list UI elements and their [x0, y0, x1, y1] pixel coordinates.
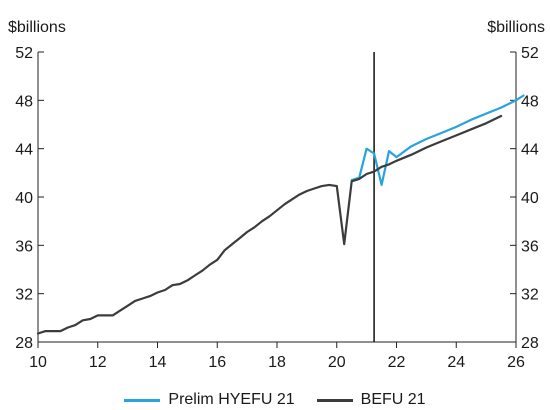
- y-tick-label-left: 36: [15, 238, 33, 255]
- axes: [37, 51, 517, 348]
- legend-swatch-befu: [316, 398, 353, 402]
- legend-swatch-prelim: [124, 398, 161, 402]
- series-layer: [36, 94, 525, 335]
- legend-label-prelim: Prelim HYEFU 21: [168, 391, 295, 408]
- legend: Prelim HYEFU 21 BEFU 21: [0, 390, 550, 410]
- y-tick-label-right: 40: [521, 190, 539, 207]
- y-tick-label-left: 52: [15, 45, 33, 62]
- series-line-prelim-hyefu-21: [350, 94, 525, 186]
- x-tick-label: 22: [388, 354, 406, 371]
- x-tick-label: 12: [89, 354, 107, 371]
- y-tick-label-left: 44: [15, 142, 33, 159]
- legend-item-prelim: Prelim HYEFU 21: [124, 391, 295, 409]
- legend-item-befu: BEFU 21: [316, 391, 426, 409]
- y-tick-label-right: 28: [521, 335, 539, 352]
- left-unit-label: $billions: [8, 19, 66, 36]
- y-tick-label-right: 32: [521, 287, 539, 304]
- line-chart: $billions $billions 28 28 32 32 36 36 40 40 44 44…: [8, 19, 545, 371]
- y-tick-label-right: 52: [521, 45, 539, 62]
- right-unit-label: $billions: [487, 19, 545, 36]
- y-tick-label-left: 28: [15, 335, 33, 352]
- tick-labels: 28 28 32 32 36 36 40 40 44 44 48 48 52 52 10 12 14 16 18 20…: [15, 45, 539, 371]
- x-tick-label: 18: [268, 354, 286, 371]
- y-tick-label-right: 44: [521, 142, 539, 159]
- series-line-befu-21: [36, 114, 503, 335]
- y-tick-label-left: 48: [15, 93, 33, 110]
- x-tick-label: 24: [447, 354, 465, 371]
- y-tick-label-right: 36: [521, 238, 539, 255]
- x-tick-label: 10: [29, 354, 47, 371]
- x-tick-label: 14: [149, 354, 167, 371]
- x-tick-label: 16: [208, 354, 226, 371]
- y-tick-label-left: 32: [15, 287, 33, 304]
- x-tick-label: 20: [328, 354, 346, 371]
- legend-label-befu: BEFU 21: [360, 391, 426, 408]
- y-tick-label-right: 48: [521, 93, 539, 110]
- x-tick-label: 26: [507, 354, 525, 371]
- y-tick-label-left: 40: [15, 190, 33, 207]
